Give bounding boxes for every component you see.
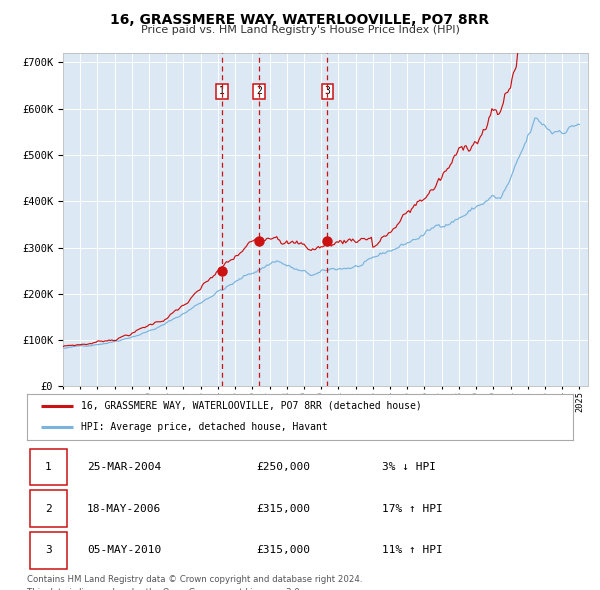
Text: £315,000: £315,000 — [256, 545, 310, 555]
Text: Price paid vs. HM Land Registry's House Price Index (HPI): Price paid vs. HM Land Registry's House … — [140, 25, 460, 35]
Text: HPI: Average price, detached house, Havant: HPI: Average price, detached house, Hava… — [80, 422, 327, 432]
Text: 17% ↑ HPI: 17% ↑ HPI — [382, 504, 443, 513]
Text: 25-MAR-2004: 25-MAR-2004 — [87, 462, 161, 472]
FancyBboxPatch shape — [30, 490, 67, 527]
FancyBboxPatch shape — [30, 532, 67, 569]
Text: 16, GRASSMERE WAY, WATERLOOVILLE, PO7 8RR: 16, GRASSMERE WAY, WATERLOOVILLE, PO7 8R… — [110, 13, 490, 27]
Text: 3% ↓ HPI: 3% ↓ HPI — [382, 462, 436, 472]
Text: £250,000: £250,000 — [256, 462, 310, 472]
Text: Contains HM Land Registry data © Crown copyright and database right 2024.: Contains HM Land Registry data © Crown c… — [27, 575, 362, 584]
Text: 05-MAY-2010: 05-MAY-2010 — [87, 545, 161, 555]
Text: 16, GRASSMERE WAY, WATERLOOVILLE, PO7 8RR (detached house): 16, GRASSMERE WAY, WATERLOOVILLE, PO7 8R… — [80, 401, 421, 411]
FancyBboxPatch shape — [30, 448, 67, 485]
Text: 1: 1 — [219, 87, 225, 96]
Text: 2: 2 — [45, 504, 52, 513]
Text: 11% ↑ HPI: 11% ↑ HPI — [382, 545, 443, 555]
Text: 2: 2 — [256, 87, 262, 96]
Text: £315,000: £315,000 — [256, 504, 310, 513]
Text: 18-MAY-2006: 18-MAY-2006 — [87, 504, 161, 513]
Text: 1: 1 — [45, 462, 52, 472]
Text: 3: 3 — [324, 87, 330, 96]
Text: 3: 3 — [45, 545, 52, 555]
Text: This data is licensed under the Open Government Licence v3.0.: This data is licensed under the Open Gov… — [27, 588, 302, 590]
